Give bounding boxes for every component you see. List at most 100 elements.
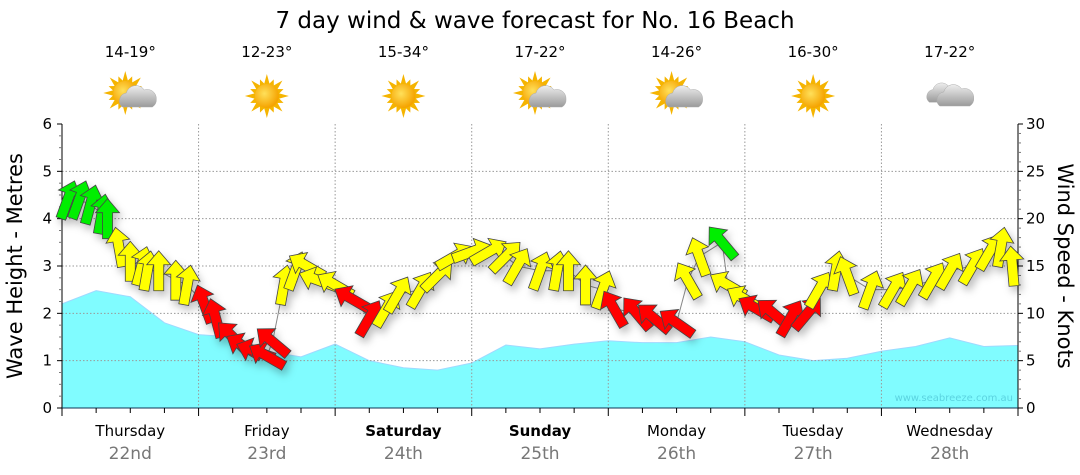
plot-area: 0 1 2 3 4 5 6 0 5 10 15 20 25 30 Thursday 22nd Friday 23r…: [42, 115, 1045, 464]
temperature-range: 15-34°: [378, 43, 429, 61]
left-axis-title: Wave Height - Metres: [3, 153, 27, 379]
watermark: www.seabreeze.com.au: [895, 393, 1013, 404]
right-tick-label: 30: [1026, 115, 1045, 133]
left-tick-label: 6: [42, 115, 52, 133]
sun-ray: [103, 90, 115, 96]
sun-ray: [122, 71, 129, 82]
sun-disc: [391, 84, 416, 108]
sun-ray: [244, 93, 256, 99]
wind-arrow: [105, 226, 131, 269]
wind-arrow: [638, 304, 673, 336]
sunny-icon: [381, 74, 426, 118]
sun-disc: [254, 84, 279, 108]
x-date-label: 23rd: [247, 444, 286, 464]
sun-ray: [810, 107, 817, 118]
sun-ray: [381, 93, 393, 99]
cloud-body: [119, 85, 157, 108]
temperature-range: 14-26°: [651, 43, 702, 61]
x-day-label: Thursday: [94, 422, 165, 440]
temperature-range: 16-30°: [788, 43, 839, 61]
day-forecast-tuesday: 16-30°: [788, 43, 839, 118]
sun-ray: [263, 74, 270, 85]
wind-arrow: [590, 270, 617, 311]
x-date-label: 22nd: [109, 444, 152, 464]
wind-arrow: [989, 226, 1015, 269]
x-day-label: Wednesday: [906, 422, 993, 440]
left-tick-label: 5: [42, 162, 52, 180]
wind-arrow: [419, 260, 453, 294]
wave-height-area: [61, 290, 1019, 409]
daily-weather-header: 14-19° 12-23° 15-34° 17-22° 14-26° 16-30° 17-2…: [103, 43, 975, 118]
wind-arrow: [708, 226, 740, 262]
sun-ray: [513, 90, 524, 96]
sun-ray: [810, 74, 817, 85]
right-tick-label: 20: [1026, 210, 1045, 228]
cloud-shape: [665, 85, 703, 108]
x-date-label: 26th: [657, 444, 696, 464]
wind-arrow: [857, 270, 885, 311]
x-day-label: Monday: [647, 422, 706, 440]
wind-arrow: [600, 290, 629, 329]
left-tick-label: 0: [42, 399, 52, 417]
x-date-label: 24th: [384, 444, 423, 464]
right-tick-label: 5: [1026, 352, 1036, 370]
sun-ray: [263, 107, 270, 118]
left-tick-label: 1: [42, 352, 52, 370]
right-tick-label: 10: [1026, 304, 1045, 322]
wind-arrow: [999, 245, 1025, 287]
sun-ray: [668, 71, 675, 82]
sun-ray: [400, 74, 407, 85]
x-date-label: 28th: [930, 444, 969, 464]
sunny-icon: [244, 74, 289, 118]
x-day-label: Sunday: [509, 422, 572, 440]
left-tick-label: 2: [42, 304, 52, 322]
left-tick-label: 4: [42, 210, 52, 228]
wind-arrows: [55, 180, 1025, 371]
temperature-range: 14-19°: [105, 43, 156, 61]
right-axis-title: Wind Speed - Knots: [1053, 163, 1077, 368]
wind-arrow: [256, 328, 292, 359]
cloudy-icon: [926, 82, 974, 107]
sun-ray: [649, 90, 661, 96]
temperature-range: 17-22°: [924, 43, 975, 61]
partly-cloudy-icon: [103, 71, 157, 115]
cloud-shape: [936, 84, 974, 107]
temperature-range: 12-23°: [241, 43, 292, 61]
right-tick-label: 25: [1026, 162, 1045, 180]
x-day-label: Friday: [244, 422, 290, 440]
day-forecast-thursday: 14-19°: [103, 43, 157, 115]
wind-arrow: [659, 309, 697, 339]
sun-ray: [791, 93, 803, 99]
wind-arrow: [674, 262, 703, 301]
temperature-range: 17-22°: [514, 43, 565, 61]
sun-ray: [400, 107, 407, 118]
wind-arrow: [382, 276, 412, 315]
sun-disc: [801, 84, 826, 108]
day-forecast-monday: 14-26°: [649, 43, 703, 115]
partly-cloudy-icon: [649, 71, 703, 115]
left-tick-label: 3: [42, 257, 52, 275]
wind-arrow: [555, 250, 582, 292]
wind-arrow: [502, 248, 532, 287]
x-day-label: Saturday: [365, 422, 442, 440]
day-forecast-saturday: 15-34°: [378, 43, 429, 118]
sun-ray: [824, 93, 836, 99]
cloud-body: [528, 85, 567, 108]
chart-title: 7 day wind & wave forecast for No. 16 Be…: [275, 8, 794, 34]
cloud-shape: [119, 85, 157, 108]
wind-arrow: [145, 250, 172, 292]
cloud-shape: [528, 85, 567, 108]
cloud-body: [936, 84, 974, 107]
sun-ray: [414, 93, 426, 99]
wind-arrow: [833, 256, 860, 297]
wind-arrow: [94, 198, 121, 240]
sun-ray: [532, 71, 538, 82]
x-day-label: Tuesday: [782, 422, 844, 440]
wind-arrow: [685, 237, 712, 278]
right-tick-label: 0: [1026, 399, 1036, 417]
right-tick-label: 15: [1026, 257, 1045, 275]
sun-ray: [277, 93, 289, 99]
day-forecast-sunday: 17-22°: [513, 43, 567, 115]
sunny-icon: [791, 74, 836, 118]
